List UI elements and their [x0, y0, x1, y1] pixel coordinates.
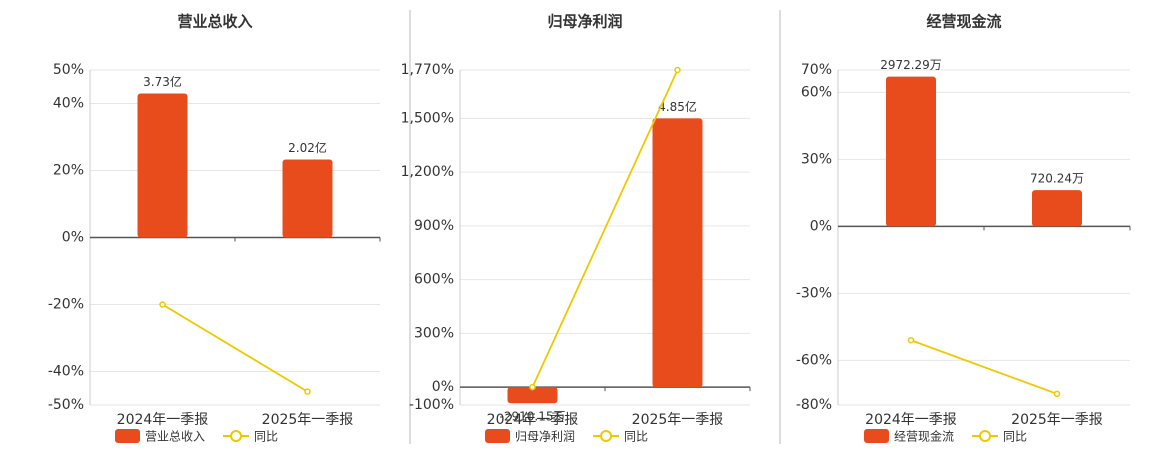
legend-marker [979, 430, 992, 442]
y-tick-label: 70% [801, 62, 832, 78]
point [304, 388, 311, 395]
y-tick-label: 900% [414, 218, 454, 234]
y-tick-label: -50% [48, 397, 84, 413]
bar [282, 159, 333, 238]
x-tick-label: 2025年一季报 [632, 412, 724, 428]
y-tick-label: 60% [801, 84, 832, 100]
y-tick-label: -40% [48, 364, 84, 380]
line [910, 339, 1058, 395]
data-label: -2910.15万 [500, 410, 566, 424]
y-tick-label: 50% [53, 62, 84, 78]
y-tick-label: -20% [48, 297, 84, 313]
y-tick-label: -60% [796, 352, 832, 368]
point [1053, 390, 1061, 398]
y-tick-label: -100% [409, 397, 454, 413]
line [162, 303, 308, 393]
bar [1032, 190, 1082, 227]
legend-label: 同比 [624, 430, 648, 444]
data-label: 2972.29万 [880, 58, 942, 72]
y-tick-label: 1,200% [401, 164, 454, 180]
legend-swatch [115, 429, 140, 443]
x-tick-label: 2025年一季报 [262, 412, 354, 428]
point [159, 301, 166, 308]
y-tick-label: 0% [62, 230, 84, 246]
point [674, 66, 681, 74]
y-tick-label: -80% [796, 397, 832, 413]
legend-marker [230, 430, 243, 442]
y-tick-label: 0% [432, 379, 454, 395]
x-tick-label: 2024年一季报 [117, 412, 209, 428]
chart-title: 归母净利润 [547, 13, 622, 31]
y-tick-label: 20% [53, 163, 84, 179]
point [529, 383, 536, 391]
y-tick-label: -30% [796, 285, 832, 301]
y-tick-label: 1,770% [401, 62, 454, 78]
legend-label: 归母净利润 [515, 430, 575, 444]
point [907, 336, 915, 344]
bar [886, 76, 936, 227]
y-tick-label: 600% [414, 272, 454, 288]
legend-marker [600, 430, 613, 442]
data-label: 720.24万 [1030, 172, 1084, 186]
bar [507, 387, 558, 404]
line [531, 69, 679, 388]
legend-label: 同比 [254, 430, 278, 444]
y-tick-label: 0% [810, 218, 832, 234]
x-tick-label: 2024年一季报 [487, 412, 579, 428]
y-tick-label: 30% [801, 151, 832, 167]
y-tick-label: 300% [414, 325, 454, 341]
legend-swatch [864, 429, 889, 443]
y-tick-label: 40% [53, 96, 84, 112]
chart-title: 营业总收入 [177, 13, 252, 31]
legend-label: 同比 [1003, 430, 1027, 444]
legend-label: 营业总收入 [145, 430, 205, 444]
chart-title: 经营现金流 [926, 13, 1001, 31]
x-tick-label: 2025年一季报 [1011, 412, 1103, 428]
legend-swatch [485, 429, 510, 443]
x-tick-label: 2024年一季报 [865, 412, 957, 428]
data-label: 4.85亿 [658, 99, 697, 114]
legend-label: 经营现金流 [894, 429, 954, 444]
data-label: 2.02亿 [288, 140, 327, 155]
y-tick-label: 1,500% [401, 110, 454, 126]
bar [652, 118, 703, 388]
data-label: 3.73亿 [143, 74, 182, 89]
bar [137, 93, 188, 238]
